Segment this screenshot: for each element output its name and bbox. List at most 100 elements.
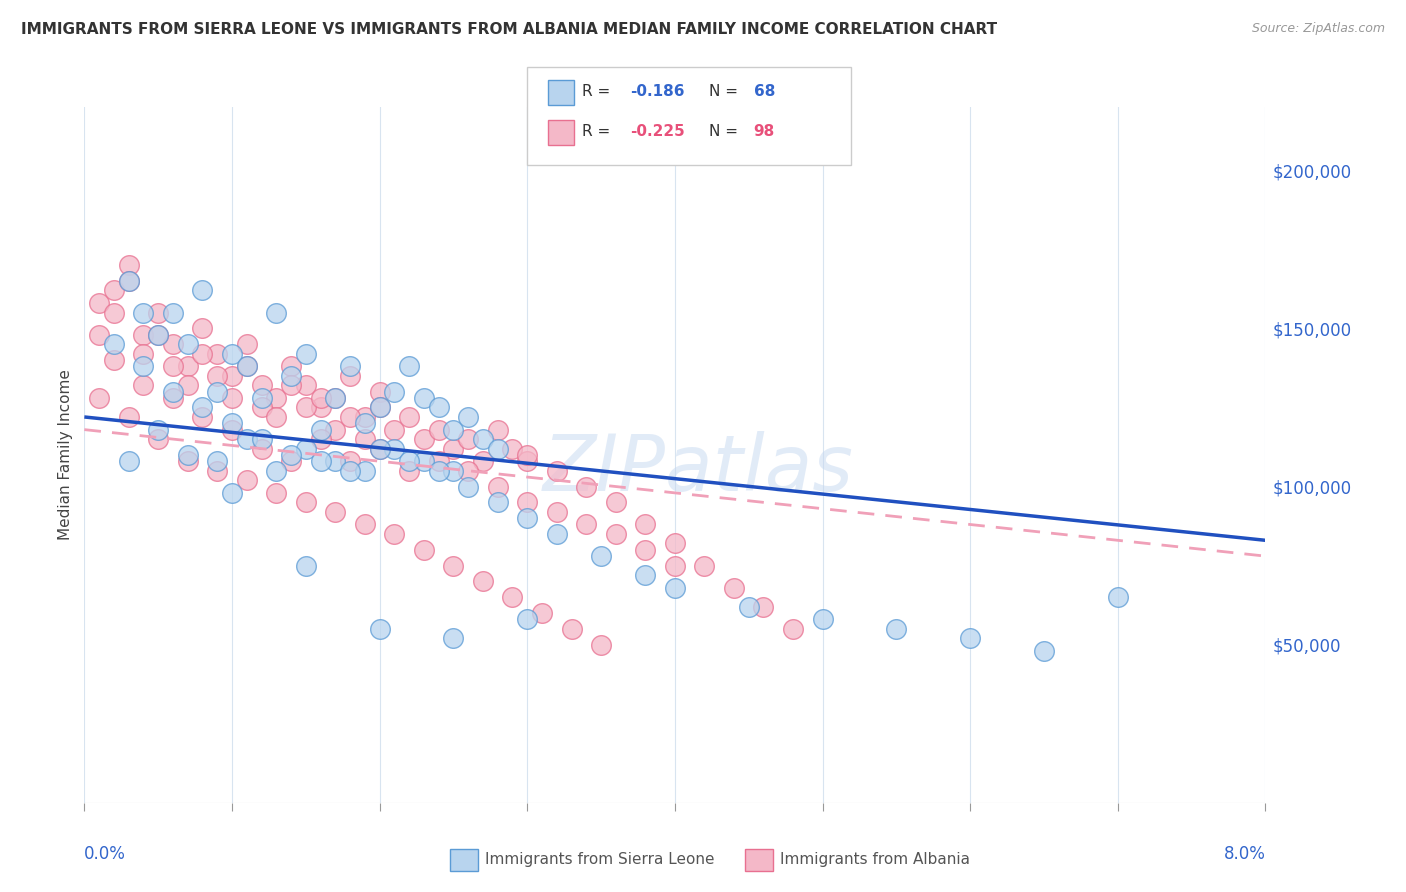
Point <box>103 353 125 368</box>
Point <box>177 359 200 374</box>
Point <box>132 305 155 319</box>
Point <box>295 442 318 456</box>
Point <box>502 591 524 605</box>
Point <box>177 337 200 351</box>
Point <box>339 454 361 468</box>
Point <box>118 258 141 272</box>
Point <box>339 409 361 424</box>
Point <box>382 423 406 437</box>
Point <box>664 581 686 595</box>
Text: 68: 68 <box>754 85 775 99</box>
Point <box>546 464 568 478</box>
Point <box>162 391 184 405</box>
Point <box>103 305 125 319</box>
Point <box>472 432 495 446</box>
Point <box>264 409 288 424</box>
Point <box>605 527 627 541</box>
Point <box>103 337 125 351</box>
Point <box>118 274 141 288</box>
Point <box>752 599 775 614</box>
Point <box>516 511 538 525</box>
Text: R =: R = <box>582 85 616 99</box>
Point <box>546 527 568 541</box>
Point <box>457 464 479 478</box>
Point <box>250 442 273 456</box>
Point <box>205 384 228 399</box>
Point <box>516 612 538 626</box>
Point <box>236 359 259 374</box>
Y-axis label: Median Family Income: Median Family Income <box>58 369 73 541</box>
Point <box>486 495 509 509</box>
Point <box>132 378 155 392</box>
Point <box>664 558 686 573</box>
Point <box>693 558 716 573</box>
Text: Immigrants from Albania: Immigrants from Albania <box>780 853 970 867</box>
Point <box>323 505 347 519</box>
Point <box>382 527 406 541</box>
Point <box>531 606 554 620</box>
Point <box>575 517 598 532</box>
Point <box>309 432 332 446</box>
Point <box>516 495 538 509</box>
Point <box>354 417 377 431</box>
Point <box>264 486 288 500</box>
Point <box>443 632 465 646</box>
Point <box>723 581 745 595</box>
Point <box>323 423 347 437</box>
Point <box>605 495 627 509</box>
Text: 8.0%: 8.0% <box>1223 845 1265 863</box>
Point <box>132 327 155 342</box>
Text: N =: N = <box>709 124 742 138</box>
Point <box>354 432 377 446</box>
Point <box>546 505 568 519</box>
Point <box>103 284 125 298</box>
Point <box>280 378 302 392</box>
Point <box>236 432 259 446</box>
Point <box>221 347 243 361</box>
Point <box>354 409 377 424</box>
Text: IMMIGRANTS FROM SIERRA LEONE VS IMMIGRANTS FROM ALBANIA MEDIAN FAMILY INCOME COR: IMMIGRANTS FROM SIERRA LEONE VS IMMIGRAN… <box>21 22 997 37</box>
Point <box>516 454 538 468</box>
Point <box>443 558 465 573</box>
Point <box>148 327 170 342</box>
Point <box>177 454 200 468</box>
Point <box>354 517 377 532</box>
Point <box>560 622 583 636</box>
Point <box>634 517 657 532</box>
Point <box>457 479 479 493</box>
Point <box>280 448 302 462</box>
Point <box>1107 591 1129 605</box>
Point <box>177 378 200 392</box>
Point <box>443 442 465 456</box>
Point <box>148 423 170 437</box>
Point <box>443 423 465 437</box>
Point <box>280 368 302 383</box>
Point <box>132 347 155 361</box>
Point <box>959 632 981 646</box>
Point <box>295 558 318 573</box>
Point <box>486 479 509 493</box>
Point <box>427 423 450 437</box>
Point <box>368 401 391 415</box>
Point <box>634 542 657 557</box>
Point <box>309 391 332 405</box>
Point <box>236 359 259 374</box>
Text: 98: 98 <box>754 124 775 138</box>
Point <box>177 448 200 462</box>
Point <box>427 454 450 468</box>
Point <box>132 359 155 374</box>
Point <box>295 347 318 361</box>
Point <box>368 442 391 456</box>
Point <box>118 274 141 288</box>
Point <box>413 391 436 405</box>
Point <box>205 347 228 361</box>
Point <box>427 464 450 478</box>
Point <box>309 423 332 437</box>
Point <box>295 401 318 415</box>
Point <box>886 622 908 636</box>
Point <box>148 327 170 342</box>
Text: Source: ZipAtlas.com: Source: ZipAtlas.com <box>1251 22 1385 36</box>
Point <box>295 495 318 509</box>
Point <box>516 448 538 462</box>
Point <box>221 417 243 431</box>
